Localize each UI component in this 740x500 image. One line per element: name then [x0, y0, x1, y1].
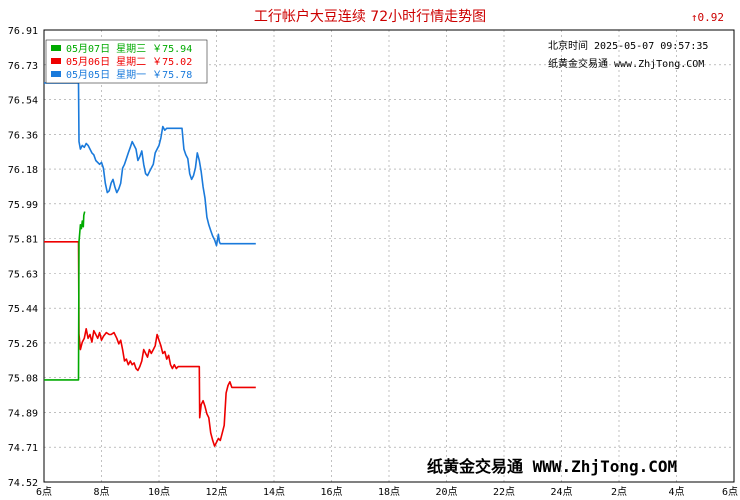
- y-tick-label: 75.63: [8, 269, 38, 280]
- y-tick-label: 75.99: [8, 200, 38, 211]
- y-tick-label: 75.44: [8, 304, 38, 315]
- y-tick-label: 76.73: [8, 61, 38, 72]
- x-tick-label: 20点: [435, 486, 457, 498]
- legend-entry: 05月07日 星期三 ￥75.94: [66, 43, 192, 55]
- legend-entry: 05月05日 星期一 ￥75.78: [66, 69, 192, 81]
- legend-swatch: [51, 71, 61, 77]
- legend-entry: 05月06日 星期二 ￥75.02: [66, 56, 192, 68]
- y-tick-label: 76.18: [8, 165, 38, 176]
- series-line: [44, 211, 86, 381]
- series-line: [44, 241, 256, 447]
- x-tick-label: 12点: [205, 486, 227, 498]
- watermark: 纸黄金交易通 WWW.ZhjTong.COM: [427, 457, 677, 476]
- x-tick-label: 6点: [36, 486, 52, 498]
- y-tick-label: 75.81: [8, 235, 38, 246]
- x-tick-label: 14点: [263, 486, 285, 498]
- x-tick-label: 10点: [148, 486, 170, 498]
- x-tick-label: 8点: [93, 486, 109, 498]
- y-tick-label: 75.08: [8, 374, 38, 385]
- y-tick-label: 74.71: [8, 443, 38, 454]
- legend-swatch: [51, 45, 61, 51]
- x-tick-label: 22点: [493, 486, 515, 498]
- y-tick-label: 76.91: [8, 26, 38, 37]
- chart-title: 工行帐户大豆连续 72小时行情走势图: [254, 8, 486, 25]
- x-tick-label: 2点: [611, 486, 627, 498]
- x-tick-label: 16点: [320, 486, 342, 498]
- y-tick-label: 76.36: [8, 130, 38, 141]
- x-tick-label: 24点: [550, 486, 572, 498]
- x-tick-label: 18点: [378, 486, 400, 498]
- y-tick-label: 76.54: [8, 96, 38, 107]
- y-tick-label: 74.52: [8, 478, 38, 489]
- x-tick-label: 6点: [722, 486, 738, 498]
- y-tick-label: 75.26: [8, 339, 38, 350]
- y-tick-label: 74.89: [8, 408, 38, 419]
- beijing-time: 北京时间 2025-05-07 09:57:35: [548, 39, 708, 52]
- legend-swatch: [51, 58, 61, 64]
- series-line: [44, 82, 256, 247]
- x-tick-label: 4点: [668, 486, 684, 498]
- site-info: 纸黄金交易通 www.ZhjTong.COM: [548, 57, 704, 70]
- change-label: ↑0.92: [691, 11, 724, 24]
